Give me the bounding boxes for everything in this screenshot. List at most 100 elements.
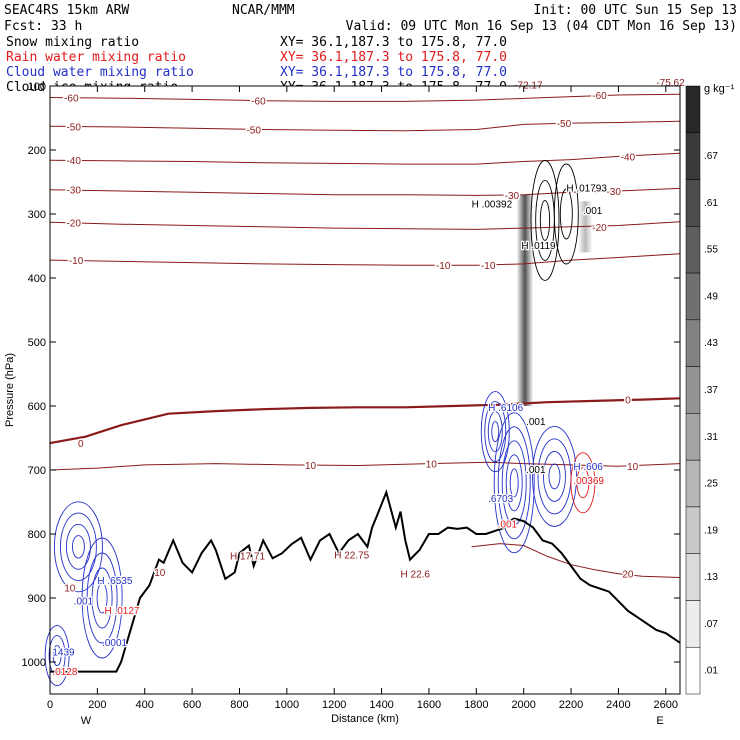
colorbar-tick-label: .19 bbox=[704, 525, 718, 536]
isotherm-label: -60 bbox=[251, 97, 266, 108]
isotherm--30 bbox=[49, 187, 681, 196]
extremum-label: .00369 bbox=[573, 476, 604, 487]
extremum-label: .001 bbox=[583, 206, 603, 217]
extremum-label: H .6106 bbox=[488, 403, 523, 414]
extremum-label: H .00392 bbox=[472, 200, 513, 211]
colorbar-tick-label: .49 bbox=[704, 291, 718, 302]
colorbar-tick-label: .37 bbox=[704, 385, 718, 396]
isotherm-label: -20 bbox=[66, 218, 81, 229]
y-tick-label: 900 bbox=[28, 593, 46, 605]
isotherm-label: 10 bbox=[426, 460, 438, 471]
y-axis-label: Pressure (hPa) bbox=[4, 353, 16, 427]
x-tick-label: 2600 bbox=[654, 699, 678, 711]
colorbar-cell bbox=[685, 646, 701, 695]
isotherm-label: -50 bbox=[246, 126, 261, 137]
y-tick-label: 200 bbox=[28, 145, 46, 157]
colorbar-tick-label: .31 bbox=[704, 432, 718, 443]
x-tick-label: 1200 bbox=[322, 699, 346, 711]
isotherm-label: -30 bbox=[66, 186, 81, 197]
isotherm-10 bbox=[49, 461, 681, 471]
isotherm-label: -10 bbox=[481, 261, 496, 272]
east-label: E bbox=[656, 715, 663, 727]
x-tick-label: 1800 bbox=[464, 699, 488, 711]
cloud-water-contours bbox=[548, 463, 561, 490]
temperature-contours bbox=[44, 93, 681, 687]
colorbar-cell bbox=[685, 179, 701, 227]
extremum-label: .001 bbox=[526, 417, 546, 428]
extremum-label: 10 bbox=[64, 584, 76, 595]
cloud-water-contours bbox=[48, 635, 66, 677]
forecast-hour: Fcst: 33 h bbox=[4, 19, 82, 34]
colorbar-cell bbox=[685, 272, 701, 321]
init-time: Init: 00 UTC Sun 15 Sep 13 bbox=[534, 3, 738, 18]
x-tick-label: 1400 bbox=[369, 699, 393, 711]
isotherm-label: 0 bbox=[625, 396, 631, 407]
colorbar-tick-label: .07 bbox=[704, 619, 718, 630]
isotherm-label: -60 bbox=[64, 94, 79, 105]
plot-area bbox=[50, 86, 680, 694]
y-tick-label: 100 bbox=[28, 81, 46, 93]
x-tick-label: 400 bbox=[136, 699, 154, 711]
west-label: W bbox=[81, 715, 92, 727]
extremum-label: H 22.6 bbox=[401, 570, 431, 581]
isotherm-label: -40 bbox=[66, 156, 81, 167]
colorbar-tick-label: .55 bbox=[704, 245, 718, 256]
colorbar-tick-label: .01 bbox=[704, 666, 718, 677]
isotherm-label: -75.62 bbox=[656, 78, 685, 89]
isotherm-label: -30 bbox=[505, 191, 520, 202]
cloud-ice-contours bbox=[539, 199, 551, 241]
x-tick-label: 2200 bbox=[559, 699, 583, 711]
isotherm--50 bbox=[49, 120, 681, 132]
colorbar-cell bbox=[685, 85, 701, 134]
colorbar-unit: g kg⁻¹ bbox=[704, 83, 735, 95]
field-xy-snow: XY= 36.1,187.3 to 175.8, 77.0 bbox=[280, 35, 507, 50]
y-tick-label: 400 bbox=[28, 273, 46, 285]
cloud-water-contours bbox=[543, 450, 566, 502]
cloud-water-contours bbox=[497, 426, 531, 540]
isotherm-label: -40 bbox=[621, 152, 636, 163]
extremum-label: 10 bbox=[154, 568, 166, 579]
y-tick-label: 300 bbox=[28, 209, 46, 221]
extremum-label: 1439 bbox=[52, 648, 75, 659]
cloud-water-contours bbox=[53, 501, 103, 593]
field-name-snow: Snow mixing ratio bbox=[6, 35, 139, 50]
cloud-water-contours bbox=[65, 523, 91, 570]
colorbar-tick-label: .13 bbox=[704, 572, 718, 583]
extremum-label: .0128 bbox=[52, 667, 77, 678]
y-tick-label: 800 bbox=[28, 529, 46, 541]
cloud-water-contours bbox=[505, 454, 523, 512]
cloud-ice-contours bbox=[553, 163, 579, 265]
x-tick-label: 2000 bbox=[511, 699, 535, 711]
x-tick-label: 1000 bbox=[275, 699, 299, 711]
cloud-water-contours bbox=[52, 645, 62, 667]
rain-contours bbox=[576, 467, 590, 499]
extremum-label: H 22.75 bbox=[334, 550, 369, 561]
x-tick-label: 0 bbox=[47, 699, 53, 711]
isotherm-label: -10 bbox=[436, 261, 451, 272]
cloud-water-contours bbox=[71, 535, 85, 559]
isotherm-label: -30 bbox=[606, 187, 621, 198]
cloud-water-contours bbox=[81, 537, 123, 659]
x-tick-label: 1600 bbox=[417, 699, 441, 711]
cloud-water-contours bbox=[91, 567, 113, 629]
terrain-line bbox=[50, 489, 681, 673]
cloud-ice-contours bbox=[530, 159, 560, 281]
colorbar-cell bbox=[685, 553, 701, 601]
x-tick-label: 800 bbox=[230, 699, 248, 711]
isotherm--20 bbox=[49, 221, 681, 230]
rain-contours bbox=[570, 452, 596, 514]
field-name-cloud-water: Cloud water mixing ratio bbox=[6, 65, 194, 80]
y-tick-label: 600 bbox=[28, 401, 46, 413]
colorbar-cell bbox=[685, 459, 701, 508]
cloud-water-contours bbox=[509, 468, 519, 498]
cloud-ice-contours bbox=[559, 188, 573, 240]
x-axis-label: Distance (km) bbox=[331, 713, 399, 725]
field-xy-rain: XY= 36.1,187.3 to 175.8, 77.0 bbox=[280, 50, 507, 65]
isotherm-label: -20 bbox=[592, 223, 607, 234]
extremum-label: H .6535 bbox=[97, 576, 132, 587]
colorbar-tick-label: .61 bbox=[704, 198, 718, 209]
cloud-water-contours bbox=[86, 552, 118, 644]
model-title: SEAC4RS 15km ARW bbox=[4, 3, 129, 18]
colorbar-cell bbox=[685, 413, 701, 461]
